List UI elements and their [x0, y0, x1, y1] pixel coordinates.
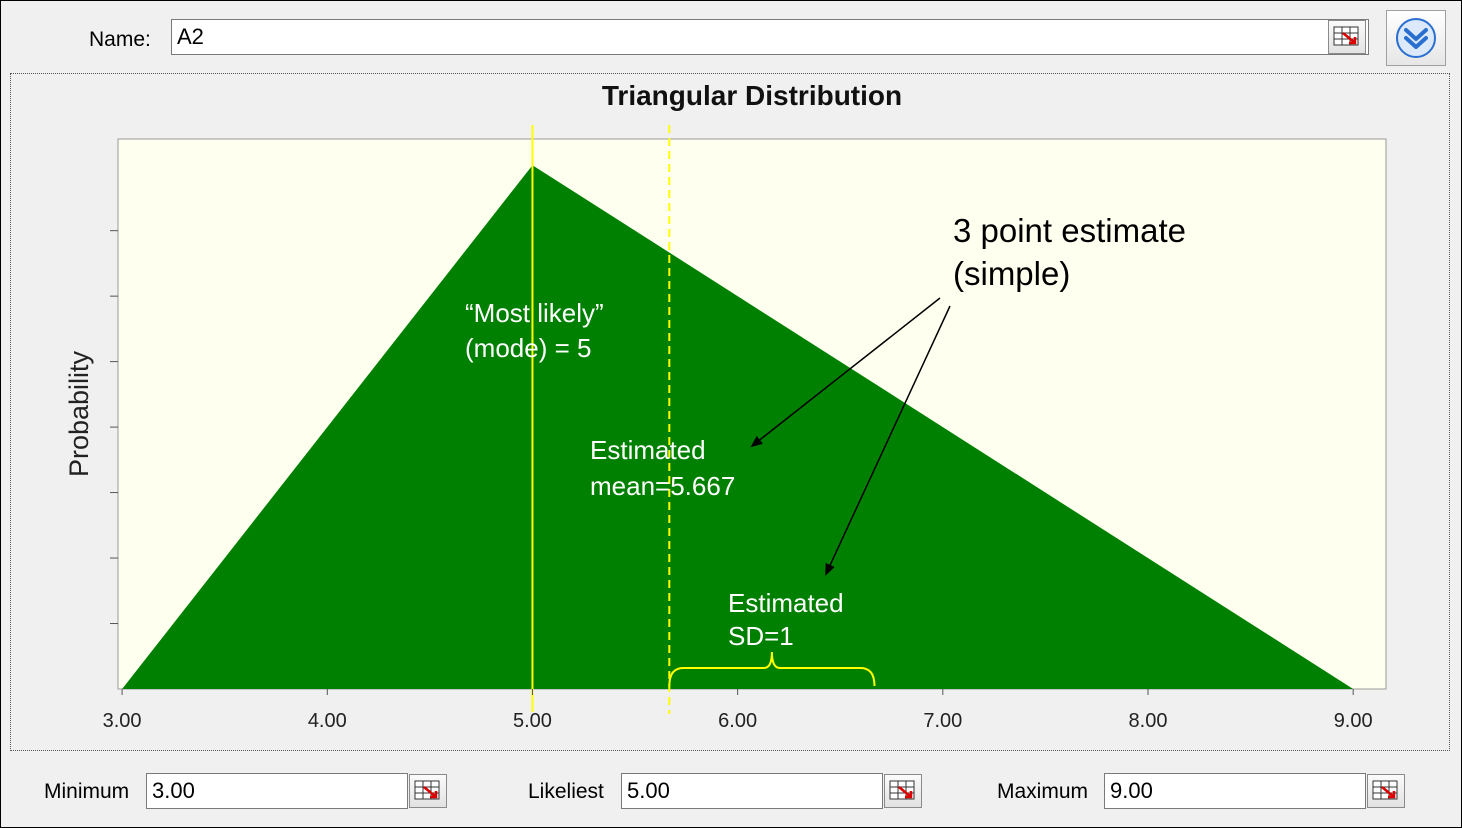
sd-annotation-line1: Estimated: [728, 588, 844, 618]
x-tick-label: 4.00: [308, 710, 347, 732]
x-tick-label: 8.00: [1129, 710, 1168, 732]
mean-arrow: [750, 297, 941, 448]
name-cell-reference-button[interactable]: [1328, 20, 1366, 54]
name-input[interactable]: A2: [171, 19, 1369, 55]
mode-annotation-line1: “Most likely”: [465, 298, 604, 328]
distribution-area: [122, 165, 1354, 689]
sd-annotation-line2: SD=1: [728, 621, 794, 651]
maximum-input[interactable]: 9.00: [1104, 773, 1366, 809]
maximum-cell-reference-button[interactable]: [1367, 774, 1405, 808]
cell-reference-icon: [414, 780, 440, 800]
sd-arrow: [825, 305, 951, 576]
mode-annotation-line2: (mode) = 5: [465, 333, 591, 363]
likeliest-cell-reference-button[interactable]: [884, 774, 922, 808]
likeliest-label: Likeliest: [528, 780, 604, 803]
mean-annotation-line1: Estimated: [590, 435, 706, 465]
estimate-annotation-line2: (simple): [953, 255, 1070, 292]
cell-reference-icon: [1333, 26, 1359, 46]
mean-annotation-line2: mean=5.667: [590, 471, 735, 501]
x-tick-label: 9.00: [1334, 710, 1373, 732]
y-axis-label: Probability: [64, 350, 94, 477]
cell-reference-icon: [889, 780, 915, 800]
cell-reference-icon: [1372, 780, 1398, 800]
x-tick-label: 5.00: [513, 710, 552, 732]
estimate-annotation-line1: 3 point estimate: [953, 212, 1186, 249]
maximum-label: Maximum: [997, 780, 1089, 803]
minimum-label: Minimum: [44, 780, 130, 803]
x-tick-label: 7.00: [923, 710, 962, 732]
minimum-input[interactable]: 3.00: [146, 773, 408, 809]
x-tick-label: 6.00: [718, 710, 757, 732]
chart-title: Triangular Distribution: [602, 80, 902, 111]
y-axis-ticks: [110, 230, 118, 625]
minimum-cell-reference-button[interactable]: [409, 774, 447, 808]
x-tick-label: 3.00: [103, 710, 142, 732]
name-label: Name:: [89, 28, 151, 51]
likeliest-input[interactable]: 5.00: [621, 773, 883, 809]
x-axis-ticks: 3.00 4.00 5.00 6.00 7.00 8.00 9.00: [103, 689, 1373, 732]
chevron-double-down-icon: [1396, 18, 1436, 58]
sd-brace: [668, 651, 876, 687]
expand-button[interactable]: [1386, 10, 1446, 66]
